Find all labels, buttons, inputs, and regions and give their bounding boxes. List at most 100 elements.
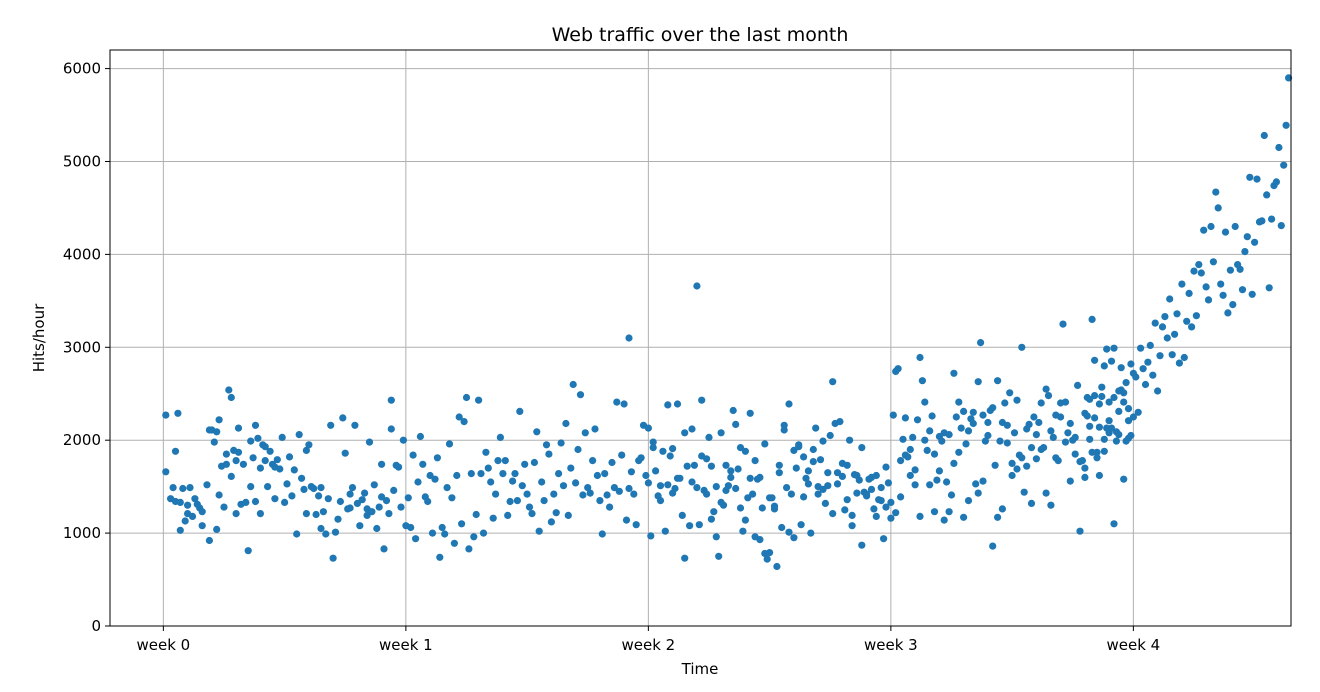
data-point [732,484,740,493]
data-point [453,471,461,480]
data-point [790,534,798,542]
data-point [375,503,383,511]
data-point [836,418,844,426]
data-point [1163,334,1171,342]
data-point [901,414,910,422]
data-point [586,489,594,497]
data-point [300,485,308,493]
data-point [1015,451,1024,459]
data-point [681,554,689,562]
data-point [838,472,847,480]
data-point [950,369,958,377]
data-point [1003,439,1011,447]
data-point [770,505,779,513]
x-tick-label: week 0 [136,636,190,654]
data-point [969,419,977,428]
data-point [1236,265,1244,273]
data-point [819,485,827,493]
data-point [351,421,359,429]
data-point [540,497,548,505]
data-point [732,420,740,428]
data-point [955,448,963,456]
data-point [247,483,255,491]
data-point [298,474,306,482]
data-point [807,529,815,537]
data-point [838,459,847,467]
data-point [906,471,914,480]
data-point [1020,488,1028,496]
data-point [499,470,507,478]
data-point [1098,392,1106,401]
data-point [1161,313,1169,321]
data-point [317,484,325,492]
data-point [809,458,817,466]
data-point [795,443,803,451]
data-point [887,498,895,506]
data-point [331,528,340,536]
data-point [627,468,636,476]
y-tick-label: 6000 [63,60,101,78]
data-point [911,481,919,489]
data-point [608,458,616,467]
data-point [647,532,655,540]
data-point [404,494,412,502]
data-point [397,503,405,511]
data-point [530,458,539,467]
data-point [591,425,599,433]
data-point [763,555,771,563]
data-point [210,438,218,446]
data-point [288,492,296,500]
data-point [232,509,240,518]
data-point [1253,175,1261,183]
data-point [933,476,941,484]
data-point [450,539,458,547]
data-point [1197,269,1205,277]
data-point [448,494,456,502]
data-point [285,453,294,461]
data-point [661,527,669,535]
data-point [513,497,522,505]
data-point [705,433,713,441]
data-point [569,380,577,389]
data-point [1120,475,1128,483]
data-point [431,475,439,483]
data-point [162,468,170,476]
data-point [637,454,645,462]
data-point [809,445,817,454]
data-point [610,484,619,492]
data-point [800,493,808,501]
data-point [598,530,606,538]
data-point [428,529,437,537]
data-point [535,527,543,535]
data-point [1081,409,1089,417]
data-point [579,491,587,499]
data-point [1238,286,1247,294]
data-point [336,497,344,506]
data-point [601,470,609,478]
data-point [251,421,260,429]
data-point [215,416,223,424]
data-point [707,515,716,523]
data-point [1027,444,1036,452]
data-point [555,470,563,478]
data-point [1209,258,1217,266]
data-point [717,429,725,437]
data-point [792,464,800,472]
data-point [846,436,854,444]
data-point [775,461,783,469]
data-point [239,460,247,468]
data-point [290,466,298,474]
data-point [858,541,866,549]
data-point [1091,392,1099,400]
data-point [775,469,783,477]
data-point [169,484,177,492]
data-point [399,436,407,444]
data-point [562,419,570,428]
data-point [1037,399,1045,407]
data-point [215,491,223,499]
data-point [341,449,349,457]
data-point [894,365,902,373]
data-point [1258,217,1266,225]
data-point [179,484,187,493]
